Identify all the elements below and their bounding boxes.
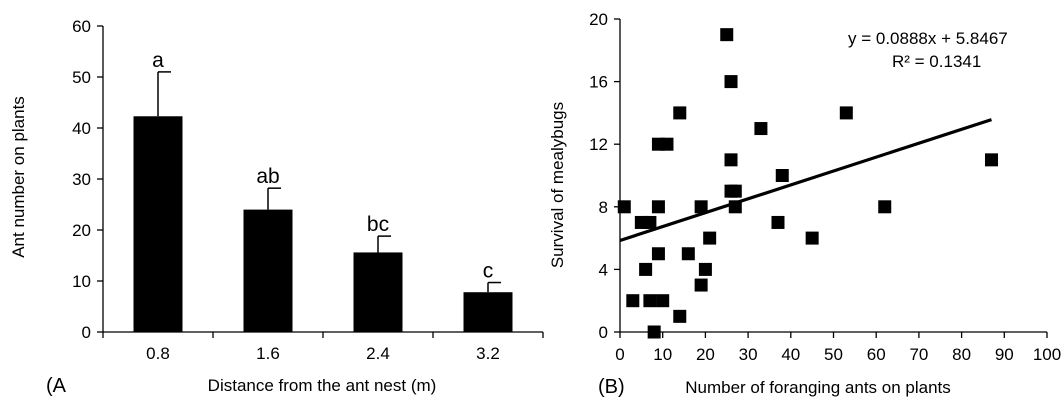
chart-b: 0 4 8 12 16 20 0 10 20 30 40 50 60 70 80 90 100 y = 0.0… [548, 10, 1061, 398]
chart-a: 0 10 20 30 40 50 60 a ab bc c 0.8 1.6 2.4 3.2 Ant nu… [9, 17, 544, 397]
chart-b-x-axis-title: Number of foranging ants on plants [685, 378, 951, 397]
chart-b-x-tick-label: 100 [1033, 345, 1061, 364]
chart-b-point [643, 215, 657, 229]
chart-b-point [698, 262, 712, 276]
chart-a-error-bars [157, 71, 501, 293]
chart-b-x-tick-label: 50 [824, 345, 843, 364]
chart-a-panel-label: (A [46, 375, 67, 397]
chart-b-x-ticks: 0 10 20 30 40 50 60 70 80 90 100 [615, 332, 1061, 364]
chart-b-point [694, 200, 708, 214]
chart-b-point [651, 247, 665, 261]
chart-b-point [703, 231, 717, 245]
chart-b-x-tick-label: 90 [995, 345, 1014, 364]
chart-b-point [626, 294, 640, 308]
chart-b-x-tick-label: 10 [653, 345, 672, 364]
chart-b-point [639, 262, 653, 276]
chart-b-x-tick-label: 80 [952, 345, 971, 364]
chart-b-point [694, 278, 708, 292]
chart-a-y-tick-label: 40 [72, 119, 91, 138]
chart-a-y-tick-label: 20 [72, 221, 91, 240]
chart-a-y-tick-label: 30 [72, 170, 91, 189]
chart-a-y-tick-label: 10 [72, 272, 91, 291]
chart-b-point [724, 153, 738, 167]
chart-b-point [805, 231, 819, 245]
chart-a-x-tick-label: 1.6 [256, 344, 280, 363]
chart-b-point [984, 153, 998, 167]
chart-b-points [617, 28, 998, 339]
chart-b-x-tick-label: 60 [867, 345, 886, 364]
chart-a-x-tick-label: 2.4 [366, 344, 390, 363]
chart-a-significance-letters: a ab bc c [152, 49, 493, 283]
chart-b-point [617, 200, 631, 214]
chart-a-bar [243, 209, 293, 332]
chart-b-point [878, 200, 892, 214]
chart-a-significance-letter: bc [367, 213, 389, 236]
chart-a-y-tick-label: 50 [72, 68, 91, 87]
chart-a-x-tick-label: 3.2 [476, 344, 500, 363]
chart-b-y-tick-label: 4 [599, 260, 608, 279]
chart-b-point [771, 215, 785, 229]
chart-b-point [673, 309, 687, 323]
chart-b-panel-label: (B) [598, 376, 625, 398]
chart-b-equation: y = 0.0888x + 5.8467 [848, 29, 1008, 48]
chart-b-x-tick-label: 40 [781, 345, 800, 364]
chart-a-significance-letter: a [152, 49, 164, 72]
chart-b-point [720, 28, 734, 42]
chart-b-point [651, 200, 665, 214]
chart-b-y-axis-title: Survival of mealybugs [548, 102, 567, 268]
chart-b-point [673, 106, 687, 120]
chart-b-x-tick-label: 30 [739, 345, 758, 364]
chart-b-y-tick-label: 20 [589, 10, 608, 29]
chart-a-y-tick-label: 60 [72, 17, 91, 36]
chart-b-y-tick-label: 12 [589, 135, 608, 154]
chart-b-point [681, 247, 695, 261]
chart-a-y-ticks: 0 10 20 30 40 50 60 [72, 17, 103, 342]
chart-b-point [754, 122, 768, 136]
chart-a-x-tick-label: 0.8 [146, 344, 170, 363]
chart-a-bar [133, 116, 183, 333]
chart-a-y-axis-title: Ant number on plants [9, 96, 28, 258]
chart-b-point [647, 325, 661, 339]
chart-a-bar [353, 252, 403, 332]
chart-b-x-tick-label: 0 [615, 345, 624, 364]
chart-a-x-axis-title: Distance from the ant nest (m) [208, 376, 437, 395]
chart-b-point [839, 106, 853, 120]
chart-a-x-ticks: 0.8 1.6 2.4 3.2 [102, 332, 544, 363]
chart-a-bar [463, 292, 513, 332]
chart-b-y-tick-label: 8 [599, 198, 608, 217]
chart-b-point [775, 169, 789, 182]
chart-b-y-tick-label: 16 [589, 73, 608, 92]
chart-a-significance-letter: c [483, 260, 494, 283]
chart-b-point [724, 75, 738, 89]
chart-b-point [660, 137, 674, 151]
chart-b-trendline [619, 118, 992, 243]
chart-b-point [656, 294, 670, 308]
chart-b-x-tick-label: 70 [909, 345, 928, 364]
chart-b-r-squared: R² = 0.1341 [892, 52, 981, 71]
chart-a-bars [133, 116, 513, 333]
chart-a-significance-letter: ab [256, 165, 279, 188]
chart-b-y-tick-label: 0 [599, 323, 608, 342]
chart-b-point [728, 184, 742, 198]
chart-b-x-tick-label: 20 [696, 345, 715, 364]
chart-a-y-tick-label: 0 [82, 323, 91, 342]
chart-b-y-ticks: 0 4 8 12 16 20 [589, 10, 620, 342]
chart-b-point [643, 294, 657, 308]
